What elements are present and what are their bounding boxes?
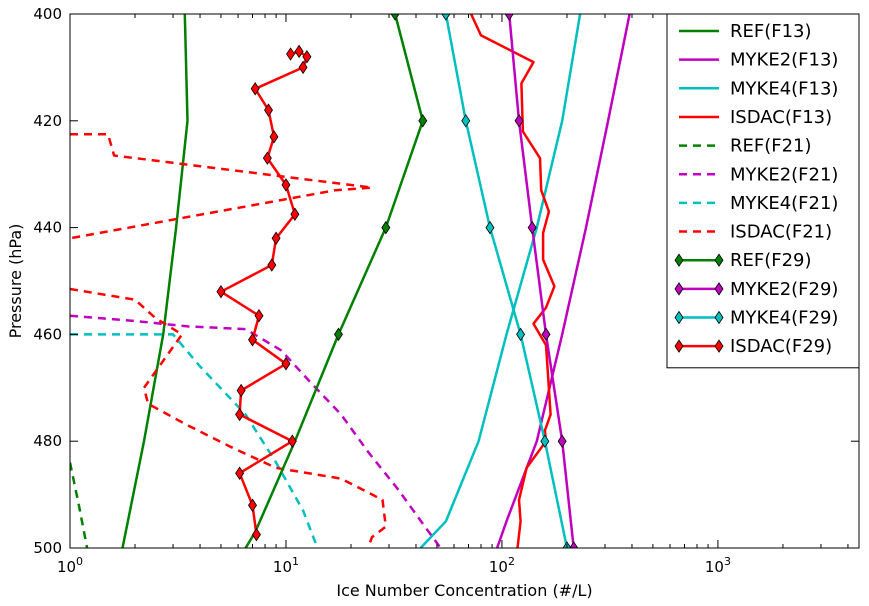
series-marker-isdac-f29 — [290, 207, 300, 221]
series-marker-isdac-f29 — [286, 47, 296, 61]
series-line-myke2-f29 — [507, 14, 575, 548]
legend-marker — [674, 339, 684, 353]
series-line-isdac-f21 — [70, 132, 388, 548]
series-marker-isdac-f29 — [235, 407, 245, 422]
legend-marker — [714, 339, 724, 353]
legend-entry-label: ISDAC(F29) — [730, 336, 832, 357]
series-marker-myke4-f29 — [461, 114, 471, 128]
series-marker-myke2-f29 — [504, 14, 514, 21]
legend-entry-label: ISDAC(F21) — [730, 222, 832, 243]
series-marker-isdac-f29 — [254, 308, 264, 323]
legend: REF(F13) MYKE2(F13) MYKE4(F13) ISDAC(F13) RE… — [666, 13, 860, 369]
series-line-myke4-f21 — [70, 333, 319, 548]
series-marker-myke4-f29 — [516, 327, 526, 342]
series-marker-isdac-f29 — [287, 434, 297, 448]
series-marker-isdac-f29 — [262, 151, 272, 165]
y-axis-label: Pressure (hPa) — [6, 224, 25, 339]
legend-entry-label: MYKE4(F13) — [730, 78, 838, 99]
legend-entry-label: MYKE2(F13) — [730, 50, 838, 71]
series-marker-myke4-f29 — [540, 434, 550, 448]
series-marker-isdac-f29 — [248, 498, 258, 513]
y-tick-label: 480 — [33, 432, 62, 450]
series-line-ref-f21 — [70, 462, 89, 548]
series-marker-isdac-f29 — [236, 383, 246, 398]
y-tick-label: 400 — [33, 5, 62, 23]
series-line-isdac-f29 — [219, 50, 309, 535]
series-marker-myke2-f29 — [514, 114, 524, 128]
series-marker-myke2-f29 — [569, 541, 579, 548]
legend-entry-label: ISDAC(F13) — [730, 107, 832, 128]
series-marker-isdac-f29 — [264, 103, 273, 117]
series-marker-ref-f29 — [333, 327, 343, 342]
series-marker-ref-f29 — [381, 220, 391, 235]
series-marker-isdac-f29 — [294, 44, 304, 59]
x-axis-label: Ice Number Concentration (#/L) — [336, 581, 592, 600]
series-marker-isdac-f29 — [250, 82, 260, 96]
legend-marker — [714, 253, 724, 267]
legend-entry-label: MYKE4(F21) — [730, 193, 838, 214]
legend-marker — [674, 310, 684, 325]
series-marker-isdac-f29 — [216, 284, 226, 299]
legend-entry-label: REF(F21) — [730, 136, 812, 157]
series-marker-isdac-f29 — [281, 178, 291, 192]
series-marker-isdac-f29 — [302, 49, 312, 64]
legend-marker — [714, 310, 724, 325]
legend-marker — [674, 253, 684, 267]
legend-marker — [714, 282, 724, 296]
series-line-myke4-f29 — [444, 14, 569, 548]
legend-entry-label: MYKE2(F29) — [730, 279, 838, 300]
series-marker-isdac-f29 — [267, 258, 277, 272]
series-marker-isdac-f29 — [298, 60, 308, 75]
series-marker-myke4-f29 — [485, 220, 495, 235]
series-marker-isdac-f29 — [281, 357, 291, 371]
series-marker-myke2-f29 — [527, 220, 537, 235]
series-marker-myke2-f29 — [557, 434, 567, 448]
series-line-myke2-f13 — [495, 14, 631, 548]
legend-marker — [674, 282, 684, 296]
legend-entry-label: REF(F13) — [730, 21, 812, 42]
series-marker-isdac-f29 — [269, 130, 279, 144]
series-line-ref-f13 — [121, 14, 189, 548]
series-marker-myke4-f29 — [441, 14, 451, 21]
series-marker-ref-f29 — [390, 14, 400, 21]
series-marker-isdac-f29 — [251, 527, 261, 542]
series-line-isdac-f13 — [469, 14, 556, 548]
legend-entry-label: REF(F29) — [730, 250, 812, 271]
series-marker-isdac-f29 — [248, 333, 258, 347]
y-tick-label: 440 — [33, 219, 62, 237]
series-marker-isdac-f29 — [235, 466, 245, 480]
y-tick-label: 460 — [33, 325, 62, 343]
legend-box — [666, 13, 860, 369]
series-marker-isdac-f29 — [271, 231, 281, 246]
legend-entry-label: MYKE4(F29) — [730, 308, 838, 329]
y-tick-label: 420 — [33, 112, 62, 130]
series-line-myke2-f21 — [70, 314, 442, 548]
series-line-myke4-f13 — [419, 14, 582, 548]
plot-area — [70, 14, 631, 548]
series-marker-ref-f29 — [418, 114, 428, 128]
y-tick-label: 500 — [33, 539, 62, 557]
series-marker-myke2-f29 — [541, 327, 551, 342]
legend-entry-label: MYKE2(F21) — [730, 164, 838, 185]
